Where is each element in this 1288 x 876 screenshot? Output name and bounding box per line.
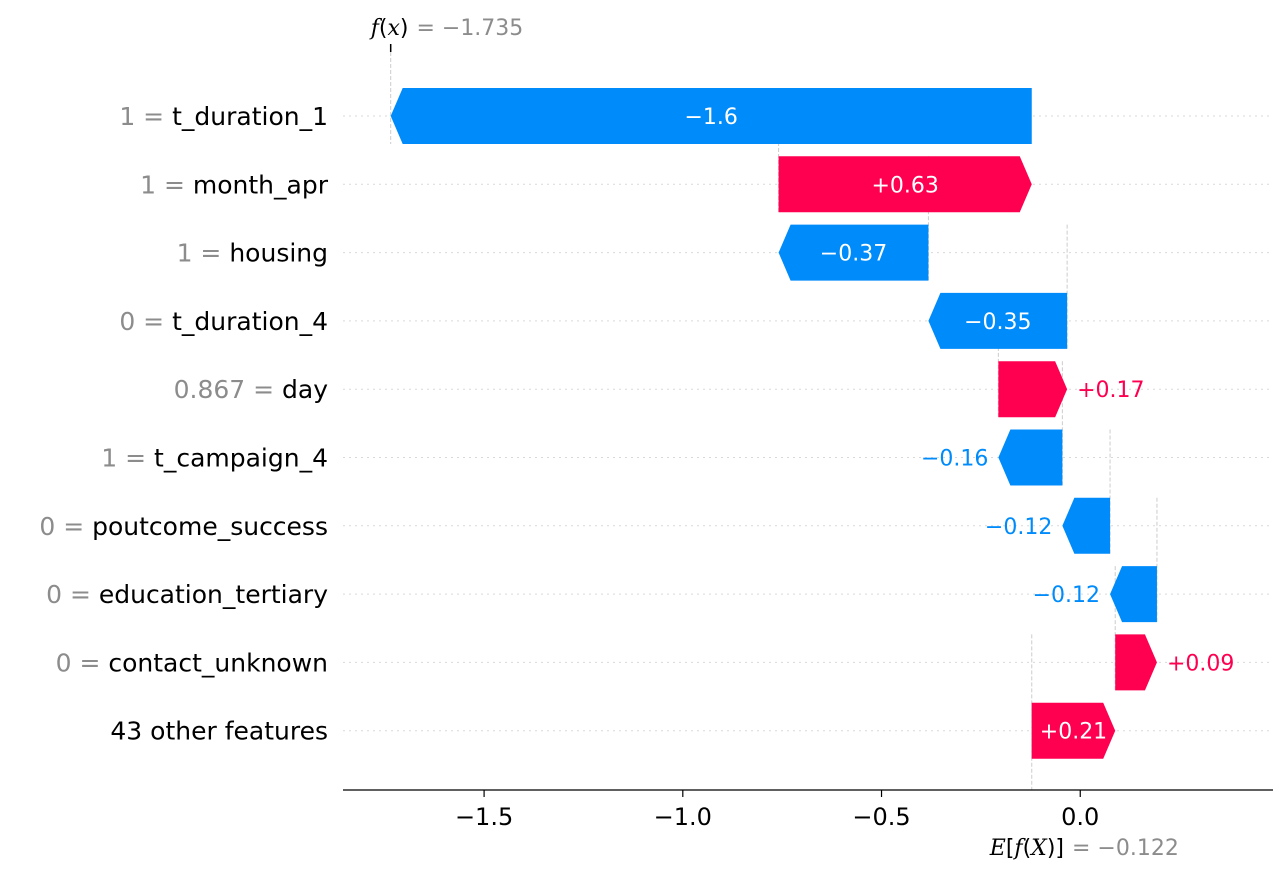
- efx-value: = −0.122: [1072, 836, 1179, 861]
- feature-value: 0 =: [46, 580, 99, 609]
- feature-value: 0 =: [39, 512, 92, 541]
- feature-label: 0 = poutcome_success: [39, 512, 328, 541]
- contribution-bar: [998, 361, 1068, 418]
- feature-name: month_apr: [193, 170, 329, 199]
- feature-name: t_campaign_4: [154, 444, 328, 473]
- feature-label: 1 = t_duration_1: [119, 102, 328, 131]
- bar-value-label: −0.16: [921, 447, 988, 472]
- contribution-bar: [1110, 566, 1157, 623]
- feature-value: 0 =: [56, 648, 109, 677]
- feature-labels: −1.6 1 = t_duration_1 +0.63 1 = month_apr −0…: [39, 102, 1234, 746]
- x-tick-label: 0.0: [1061, 803, 1099, 831]
- contribution-bars: [390, 88, 1157, 759]
- bar-value-label: +0.09: [1167, 651, 1234, 676]
- feature-name: t_duration_4: [172, 307, 328, 336]
- contribution-bar: [1031, 702, 1116, 759]
- feature-name: poutcome_success: [92, 512, 328, 541]
- feature-value: 0 =: [119, 307, 172, 336]
- x-tick-label: −0.5: [852, 803, 910, 831]
- efx-X: X: [1029, 836, 1048, 861]
- feature-label: 1 = month_apr: [140, 170, 329, 199]
- contribution-bar: [778, 156, 1032, 213]
- contribution-bar: [778, 224, 929, 281]
- efx-E: E: [989, 836, 1006, 861]
- feature-value: 1 =: [140, 170, 193, 199]
- feature-label: 1 = housing: [177, 239, 328, 268]
- feature-name: education_tertiary: [99, 580, 328, 609]
- fx-paren: (: [379, 16, 388, 41]
- bar-value-label: −0.12: [1033, 583, 1100, 608]
- x-tick-label: −1.5: [455, 803, 513, 831]
- bar-value-label: −0.12: [985, 515, 1052, 540]
- bar-value-label: +0.21: [1040, 720, 1107, 745]
- feature-label: 0 = education_tertiary: [46, 580, 328, 609]
- bar-value-label: −0.35: [964, 310, 1031, 335]
- feature-value: 0.867 =: [174, 375, 282, 404]
- connector-lines: [390, 52, 1158, 790]
- feature-label: 0 = contact_unknown: [56, 648, 328, 677]
- contribution-bar: [928, 292, 1068, 349]
- fx-paren-close: ): [400, 16, 409, 41]
- feature-label: 0.867 = day: [174, 375, 329, 404]
- bar-value-label: +0.17: [1077, 378, 1144, 403]
- efx-paren-close: )]: [1047, 836, 1064, 861]
- feature-name: 43 other features: [110, 717, 328, 746]
- fx-x: x: [387, 16, 400, 41]
- feature-name: t_duration_1: [172, 102, 328, 131]
- efx-bracket: [: [1006, 836, 1015, 861]
- feature-label: 0 = t_duration_4: [119, 307, 328, 336]
- x-tick-label: −1.0: [654, 803, 712, 831]
- feature-label: 1 = t_campaign_4: [101, 444, 328, 473]
- feature-name: housing: [229, 239, 328, 268]
- bar-value-label: −0.37: [820, 242, 887, 267]
- contribution-bar: [1062, 497, 1111, 554]
- feature-value: 1 =: [177, 239, 230, 268]
- bar-value-label: −1.6: [685, 105, 738, 130]
- contribution-bar: [998, 429, 1063, 486]
- feature-value: 1 =: [119, 102, 172, 131]
- bar-value-label: +0.63: [871, 173, 938, 198]
- x-axis-ticks: −1.5 −1.0 −0.5 0.0: [455, 790, 1099, 831]
- feature-name: contact_unknown: [108, 648, 328, 677]
- efx-label: E[f(X)] = −0.122: [989, 836, 1179, 861]
- contribution-bar: [1115, 634, 1157, 691]
- feature-name: day: [282, 375, 328, 404]
- feature-label: 43 other features: [110, 717, 328, 746]
- fx-label: f(x) = −1.735: [369, 16, 524, 41]
- efx-paren: (: [1023, 836, 1032, 861]
- fx-value: = −1.735: [416, 16, 523, 41]
- contribution-bar: [390, 88, 1032, 144]
- feature-value: 1 =: [101, 444, 154, 473]
